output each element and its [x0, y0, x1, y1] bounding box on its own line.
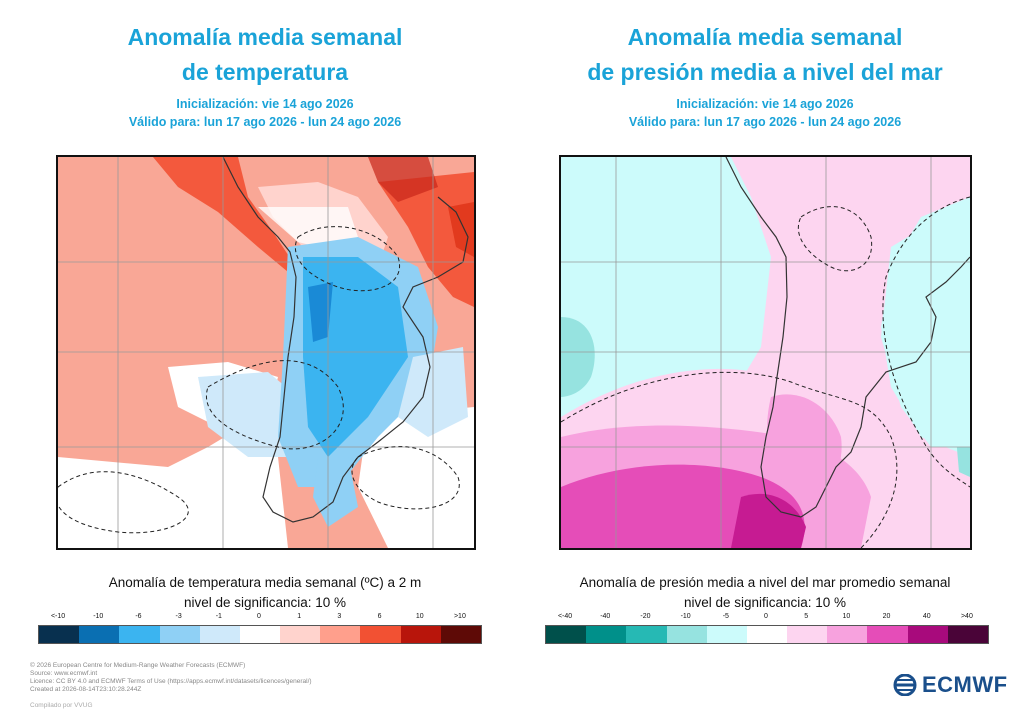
footer-created: Created at 2026-08-14T23:10:28.244Z	[30, 686, 142, 693]
right-colorbar-swatch	[867, 626, 908, 643]
footer-copyright: © 2026 European Centre for Medium-Range …	[30, 662, 246, 669]
right-colorbar-tick-label: -5	[722, 613, 729, 620]
left-colorbar-tick-label: 0	[257, 613, 261, 620]
temperature-valid-range: Válido para: lun 17 ago 2026 - lun 24 ag…	[128, 115, 402, 129]
right-colorbar-swatch	[907, 626, 948, 643]
pressure-colorbar-ticks: <-40 -40 -20 -10 -5 0 5 10 20 40 >40	[545, 613, 987, 623]
left-colorbar-swatch	[159, 626, 200, 643]
left-colorbar-swatch	[440, 626, 481, 643]
left-colorbar-swatch	[280, 626, 321, 643]
right-colorbar-swatch	[626, 626, 667, 643]
temperature-caption-line2: nivel de significancia: 10 %	[183, 595, 347, 610]
left-colorbar-tick-label: 10	[415, 613, 424, 620]
footer-credits: © 2026 European Centre for Medium-Range …	[30, 662, 312, 694]
temperature-colorbar	[38, 625, 482, 644]
left-colorbar-swatch	[39, 626, 80, 643]
right-colorbar-swatch	[746, 626, 788, 643]
right-colorbar-swatch	[666, 626, 707, 643]
footer-licence: Licence: CC BY 4.0 and ECMWF Terms of Us…	[30, 678, 312, 685]
ecmwf-logo-icon	[893, 674, 917, 696]
left-colorbar-swatch	[360, 626, 401, 643]
right-colorbar-tick-label: 20	[882, 613, 891, 620]
left-colorbar-swatch	[239, 626, 281, 643]
left-colorbar-tick-label: <-10	[50, 613, 66, 620]
left-colorbar-swatch	[199, 626, 240, 643]
footer-compiled: Compilado por VVUG	[30, 702, 93, 709]
right-colorbar-tick-label: 5	[804, 613, 809, 620]
left-colorbar-tick-label: >10	[453, 613, 466, 620]
right-colorbar-swatch	[947, 626, 988, 643]
right-colorbar-tick-label: <-40	[557, 613, 573, 620]
right-colorbar-swatch	[586, 626, 627, 643]
right-colorbar-swatch	[546, 626, 587, 643]
ecmwf-logo: ECMWF	[892, 672, 1008, 698]
temperature-caption-line1: Anomalía de temperatura media semanal (º…	[108, 575, 422, 590]
temperature-title-line2: de temperatura	[181, 59, 349, 85]
right-colorbar-tick-label: >40	[960, 613, 973, 620]
pressure-init-date: Inicialización: vie 14 ago 2026	[676, 97, 854, 111]
temperature-colorbar-ticks: <-10 -10 -6 -3 -1 0 1 3 6 10 >10	[38, 613, 480, 623]
left-colorbar-swatch	[400, 626, 441, 643]
right-colorbar-swatch	[706, 626, 747, 643]
left-colorbar-tick-label: 6	[377, 613, 382, 620]
right-colorbar-tick-label: -20	[640, 613, 651, 620]
left-colorbar-swatch	[119, 626, 160, 643]
footer-source: Source: www.ecmwf.int	[30, 670, 98, 677]
pressure-anomaly-map	[559, 155, 972, 550]
left-colorbar-tick-label: 3	[337, 613, 342, 620]
right-colorbar-tick-label: 0	[764, 613, 768, 620]
pressure-valid-range: Válido para: lun 17 ago 2026 - lun 24 ag…	[628, 115, 902, 129]
pressure-title-line1: Anomalía media semanal	[627, 24, 903, 50]
temperature-title-line1: Anomalía media semanal	[127, 24, 403, 50]
temperature-anomaly-map	[56, 155, 476, 550]
right-colorbar-tick-label: -40	[600, 613, 611, 620]
left-colorbar-swatch	[320, 626, 361, 643]
temperature-init-date: Inicialización: vie 14 ago 2026	[176, 97, 354, 111]
right-colorbar-tick-label: 10	[842, 613, 851, 620]
left-colorbar-tick-label: -1	[215, 613, 222, 620]
left-colorbar-tick-label: -6	[135, 613, 142, 620]
left-colorbar-tick-label: -10	[93, 613, 104, 620]
right-colorbar-tick-label: -10	[680, 613, 691, 620]
left-colorbar-tick-label: -3	[175, 613, 182, 620]
right-colorbar-tick-label: 40	[922, 613, 931, 620]
right-colorbar-swatch	[827, 626, 868, 643]
right-colorbar-swatch	[787, 626, 828, 643]
pressure-caption-line1: Anomalía de presión media a nivel del ma…	[579, 575, 951, 590]
left-colorbar-swatch	[79, 626, 120, 643]
pressure-caption-line2: nivel de significancia: 10 %	[683, 595, 847, 610]
ecmwf-logo-text: ECMWF	[922, 672, 1008, 697]
left-colorbar-tick-label: 1	[297, 613, 302, 620]
pressure-colorbar	[545, 625, 989, 644]
pressure-title-line2: de presión media a nivel del mar	[587, 59, 943, 85]
